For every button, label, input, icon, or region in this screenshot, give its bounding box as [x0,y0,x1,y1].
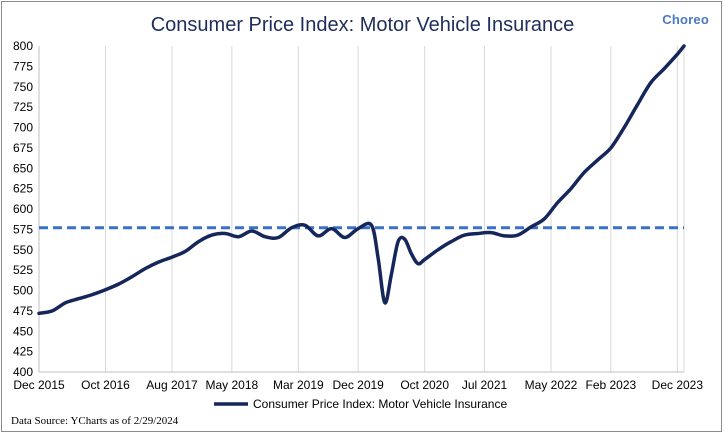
y-tick-label: 650 [13,161,33,175]
legend-label: Consumer Price Index: Motor Vehicle Insu… [253,397,507,411]
x-tick-label: Feb 2023 [585,378,636,392]
brand-name: Choreo [662,12,709,27]
y-tick-label: 725 [13,100,33,114]
x-tick-label: Dec 2015 [13,378,65,392]
y-tick-label: 775 [13,59,33,73]
x-tick-label: Dec 2019 [332,378,384,392]
y-tick-label: 450 [13,324,33,338]
brand-logo: Choreo [662,12,709,27]
y-tick-label: 400 [13,365,33,379]
y-tick-label: 675 [13,141,33,155]
y-tick-label: 800 [13,39,33,53]
x-tick-label: May 2018 [205,378,258,392]
y-tick-label: 625 [13,182,33,196]
y-tick-label: 425 [13,345,33,359]
x-tick-label: Dec 2023 [652,378,704,392]
y-tick-label: 750 [13,80,33,94]
x-tick-label: Mar 2019 [273,378,324,392]
y-tick-label: 600 [13,202,33,216]
source-note: Data Source: YCharts as of 2/29/2024 [11,415,179,427]
chart-title: Consumer Price Index: Motor Vehicle Insu… [150,14,575,36]
x-tick-label: Oct 2020 [400,378,449,392]
y-tick-label: 550 [13,243,33,257]
y-tick-label: 700 [13,121,33,135]
x-tick-label: Aug 2017 [146,378,198,392]
x-tick-label: Oct 2016 [81,378,130,392]
x-tick-label: Jul 2021 [462,378,508,392]
y-tick-label: 475 [13,304,33,318]
y-tick-label: 500 [13,284,33,298]
series-line-cpi-motor-vehicle-insurance [37,44,686,316]
x-tick-label: May 2022 [525,378,578,392]
y-tick-label: 525 [13,263,33,277]
y-tick-label: 575 [13,222,33,236]
